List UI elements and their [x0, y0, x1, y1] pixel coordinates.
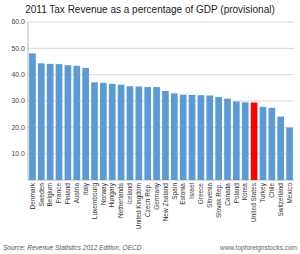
bar [82, 68, 89, 180]
x-tick-label: Netherlands [117, 182, 124, 218]
x-tick-label: Denmark [29, 182, 36, 209]
bar [180, 95, 187, 180]
bar [162, 91, 169, 180]
bars [29, 53, 293, 180]
bar [29, 53, 36, 180]
y-tick-label: 10.0 [11, 150, 25, 157]
bar [100, 83, 107, 180]
bar [56, 64, 63, 180]
x-tick-label: Slovak Rep. [215, 183, 223, 218]
x-tick-label: Italy [82, 182, 90, 195]
y-axis-line [28, 22, 29, 180]
x-tick-label: Austria [73, 183, 80, 204]
y-tick-label: 40.0 [11, 71, 25, 78]
x-tick-label: Iceland [126, 183, 133, 204]
y-tick-label: 50.0 [11, 45, 25, 52]
bar [38, 63, 45, 180]
source-note: Source: Revenue Statistics 2012 Edition,… [3, 244, 142, 251]
bar [118, 85, 125, 180]
x-tick-label: Norway [100, 182, 108, 205]
bar [260, 107, 267, 180]
x-tick-label: New Zealand [162, 183, 169, 222]
x-tick-label: Chile [268, 183, 275, 198]
x-tick-label: United States [250, 182, 257, 222]
website-note: www.topforeignstocks.com [219, 244, 297, 252]
x-tick-label: Korea [242, 183, 249, 201]
bar [136, 87, 143, 180]
y-tick-label: 60.0 [11, 18, 25, 25]
x-tick-label: Mexico [286, 183, 293, 204]
x-tick-label: Spain [171, 183, 179, 200]
bar [286, 128, 293, 180]
y-tick-label: 20.0 [11, 124, 25, 131]
x-tick-label: Belgium [46, 183, 54, 206]
x-tick-label: Germany [153, 182, 161, 209]
bar [206, 95, 213, 180]
x-tick-label: Canada [224, 183, 231, 206]
x-tick-label: United Kingdom [135, 183, 143, 229]
x-tick-label: Czech Rep. [144, 183, 152, 217]
x-tick-label: Poland [233, 183, 240, 204]
bar [189, 95, 196, 180]
bar [144, 87, 151, 180]
x-tick-label: Luxembourg [91, 183, 99, 220]
x-tick-label: Greece [197, 183, 204, 205]
x-tick-label: Sweden [38, 183, 45, 207]
chart: 2011 Tax Revenue as a percentage of GDP … [0, 0, 300, 254]
x-tick-label: Slovenia [206, 183, 213, 208]
x-tick-label: Israel [188, 182, 195, 198]
bar [91, 82, 98, 180]
bar [224, 99, 231, 180]
bar [198, 95, 205, 180]
bar [242, 102, 249, 180]
bar [65, 65, 72, 180]
bar [233, 102, 240, 180]
bar [127, 86, 134, 180]
x-tick-label: Switzerland [277, 183, 284, 217]
x-tick-label: France [55, 183, 62, 204]
bar [109, 84, 116, 180]
bar [269, 108, 276, 180]
bar [73, 66, 80, 180]
y-tick-label: 30.0 [11, 97, 25, 104]
grid-line [28, 48, 294, 49]
x-tick-label: Estonia [179, 183, 186, 205]
bar [251, 103, 258, 180]
x-tick-label: Finland [64, 183, 71, 205]
bar [153, 87, 160, 180]
grid-line [28, 22, 294, 23]
x-tick-label: Hungary [109, 182, 117, 207]
bar [277, 117, 284, 180]
bar [215, 97, 222, 180]
x-tick-label: Turkey [259, 182, 267, 202]
bar [171, 93, 178, 180]
bar [47, 64, 54, 180]
title: 2011 Tax Revenue as a percentage of GDP … [25, 4, 275, 15]
